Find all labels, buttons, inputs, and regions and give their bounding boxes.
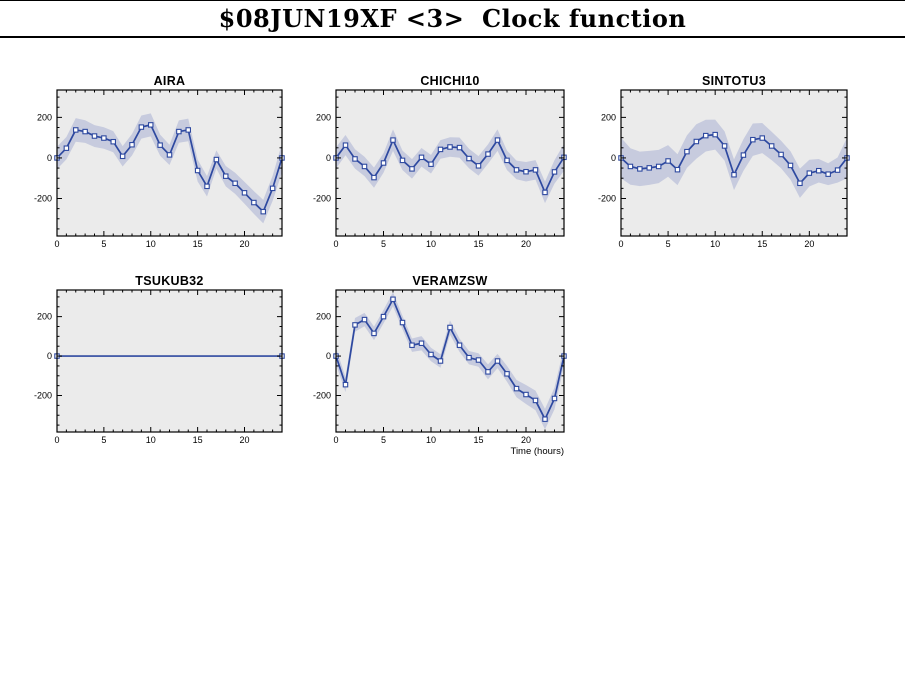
subplot-title-tsukub32: TSUKUB32: [135, 274, 204, 288]
svg-text:-200: -200: [34, 391, 52, 401]
svg-text:20: 20: [239, 239, 249, 249]
svg-text:0: 0: [333, 435, 338, 445]
chart-canvas-sintotu3: 0 5 10 15 20 200 0 -200: [598, 89, 850, 249]
subplot-title-aira: AIRA: [153, 74, 186, 88]
svg-text:5: 5: [666, 239, 671, 249]
svg-text:10: 10: [426, 239, 436, 249]
top-border-line: [0, 0, 905, 1]
svg-text:15: 15: [193, 435, 203, 445]
svg-text:0: 0: [47, 351, 52, 361]
svg-text:0: 0: [47, 153, 52, 163]
svg-text:0: 0: [618, 239, 623, 249]
svg-text:5: 5: [101, 435, 106, 445]
svg-text:10: 10: [146, 435, 156, 445]
svg-text:0: 0: [54, 239, 59, 249]
chart-canvas-veramzsw: 0 5 10 15 20 200 0 -200: [313, 289, 567, 445]
chart-canvas-chichi10: 0 5 10 15 20 200 0 -200: [313, 89, 567, 249]
svg-text:0: 0: [326, 153, 331, 163]
svg-text:15: 15: [193, 239, 203, 249]
svg-text:5: 5: [381, 435, 386, 445]
svg-text:10: 10: [426, 435, 436, 445]
svg-text:200: 200: [316, 112, 331, 122]
svg-text:5: 5: [101, 239, 106, 249]
svg-text:10: 10: [146, 239, 156, 249]
svg-text:200: 200: [37, 112, 52, 122]
svg-text:200: 200: [316, 312, 331, 322]
svg-text:20: 20: [521, 239, 531, 249]
svg-text:-200: -200: [34, 193, 52, 203]
svg-text:5: 5: [381, 239, 386, 249]
x-axis-label: Time (hours): [510, 446, 565, 457]
svg-text:20: 20: [239, 435, 249, 445]
svg-text:-200: -200: [313, 193, 331, 203]
svg-text:0: 0: [326, 351, 331, 361]
chart-canvas-tsukub32: 0 5 10 15 20 200 0 -200: [34, 289, 285, 445]
svg-text:0: 0: [611, 153, 616, 163]
svg-text:-200: -200: [313, 391, 331, 401]
page-title: $08JUN19XF <3> Clock function: [218, 4, 687, 33]
svg-text:20: 20: [804, 239, 814, 249]
chart-canvas-aira: 0 5 10 15 20 200 0 -200: [34, 89, 285, 249]
svg-text:20: 20: [521, 435, 531, 445]
svg-text:0: 0: [54, 435, 59, 445]
svg-text:15: 15: [473, 239, 483, 249]
svg-text:-200: -200: [598, 193, 616, 203]
subplot-title-chichi10: CHICHI10: [420, 74, 480, 88]
svg-text:200: 200: [601, 112, 616, 122]
svg-text:15: 15: [473, 435, 483, 445]
subplot-title-veramzsw: VERAMZSW: [412, 274, 488, 288]
title-underline: [0, 36, 905, 38]
subplot-title-sintotu3: SINTOTU3: [702, 74, 766, 88]
svg-text:15: 15: [757, 239, 767, 249]
svg-text:0: 0: [333, 239, 338, 249]
svg-text:10: 10: [710, 239, 720, 249]
svg-text:200: 200: [37, 312, 52, 322]
